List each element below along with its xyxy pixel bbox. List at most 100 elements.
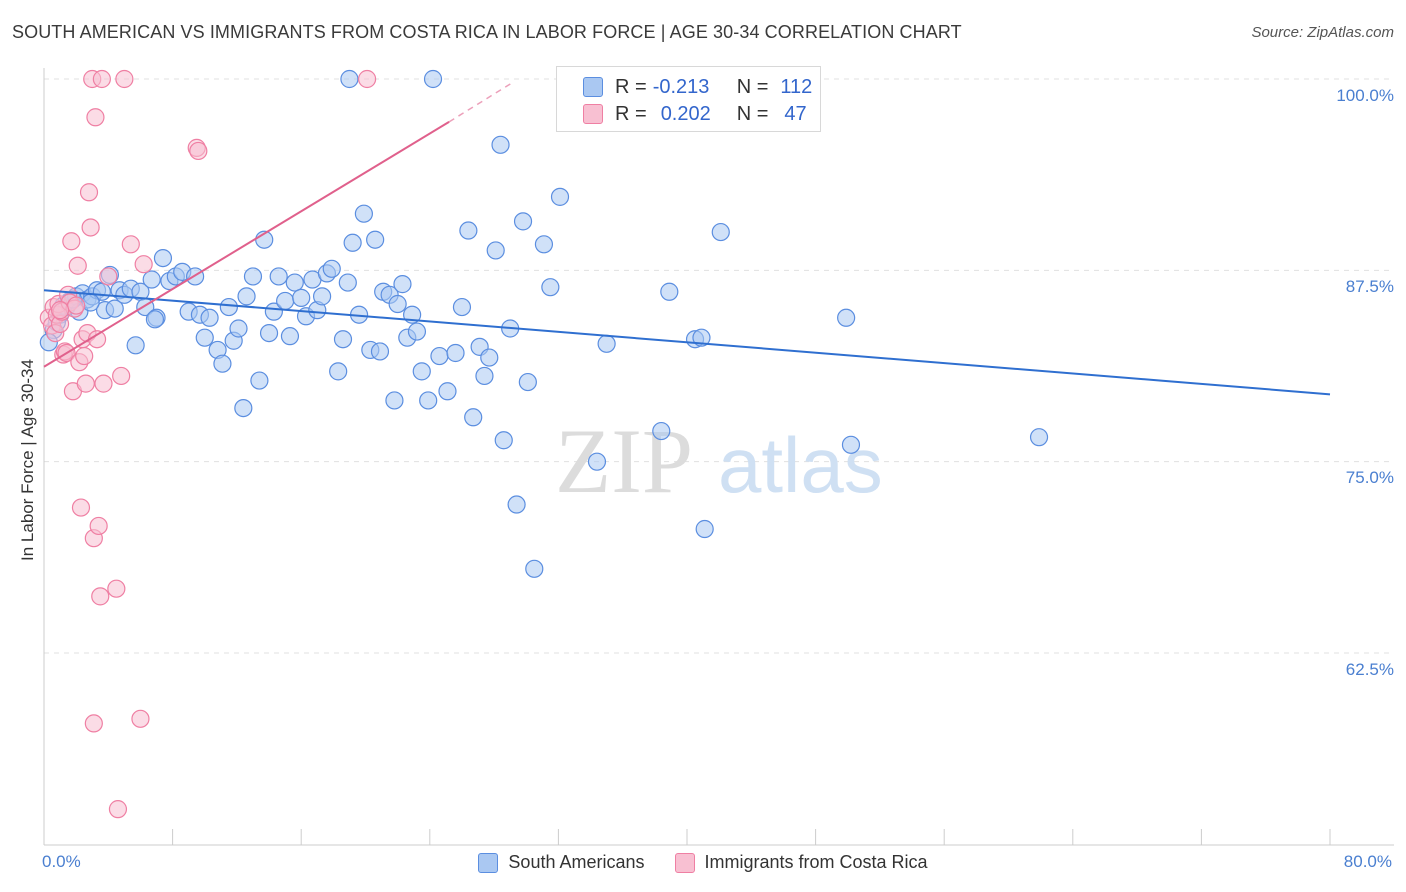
costa-rica-point bbox=[91, 587, 110, 606]
south-americans-point bbox=[142, 270, 161, 289]
south-americans-point bbox=[692, 328, 711, 347]
legend-swatch-pink bbox=[583, 104, 603, 124]
south-americans-point bbox=[711, 222, 730, 242]
legend-item-costa-rica[interactable]: Immigrants from Costa Rica bbox=[674, 852, 928, 873]
watermark: ZIP atlas bbox=[555, 410, 883, 512]
costa-rica-point bbox=[131, 709, 150, 728]
axes bbox=[43, 68, 1394, 846]
legend-item-south-americans[interactable]: South Americans bbox=[478, 852, 645, 873]
watermark-atlas: atlas bbox=[718, 421, 883, 509]
legend-row-costa-rica: R = 0.202 N = 47 bbox=[583, 101, 807, 127]
south-americans-point bbox=[264, 302, 283, 321]
south-americans-point bbox=[338, 273, 357, 292]
south-americans-point bbox=[213, 354, 232, 373]
south-americans-point bbox=[412, 362, 431, 381]
south-americans-point bbox=[153, 248, 173, 268]
costa-rica-point bbox=[86, 108, 105, 127]
south-americans-point bbox=[145, 310, 165, 329]
south-americans-point bbox=[243, 267, 263, 286]
south-americans-point bbox=[229, 319, 248, 338]
south-americans-point bbox=[597, 334, 616, 353]
costa-rica-point bbox=[94, 374, 113, 393]
costa-rica-point bbox=[107, 579, 126, 598]
south-americans-point bbox=[518, 372, 537, 392]
south-americans-point bbox=[343, 233, 362, 252]
south-americans-point bbox=[340, 69, 359, 89]
costa-rica-point bbox=[121, 235, 140, 254]
south-americans-point bbox=[459, 221, 478, 240]
costa-rica-point bbox=[81, 218, 100, 237]
south-americans-point bbox=[276, 291, 295, 311]
costa-rica-point bbox=[89, 516, 108, 536]
south-americans-point bbox=[388, 294, 407, 314]
costa-rica-point bbox=[189, 141, 208, 161]
south-americans-point bbox=[695, 519, 714, 539]
south-americans-point bbox=[550, 187, 570, 206]
legend-n-value: 47 bbox=[784, 102, 807, 125]
costa-rica-point bbox=[79, 183, 99, 202]
legend-r-label: R = bbox=[615, 102, 647, 125]
south-americans-point bbox=[200, 308, 219, 327]
south-americans-point bbox=[541, 278, 560, 297]
south-americans-point bbox=[464, 408, 483, 427]
legend-row-south-americans: R = -0.213 N = 112 bbox=[583, 74, 812, 100]
south-americans-point bbox=[419, 391, 438, 410]
south-americans-point bbox=[234, 398, 253, 418]
costa-rica-point bbox=[75, 346, 94, 366]
south-americans-point bbox=[525, 559, 544, 578]
south-americans-point bbox=[507, 495, 526, 514]
costa-rica-point bbox=[115, 69, 134, 89]
costa-rica-point bbox=[99, 267, 118, 286]
south-americans-point bbox=[438, 382, 457, 401]
legend-label-costa-rica: Immigrants from Costa Rica bbox=[704, 852, 928, 872]
south-americans-point bbox=[587, 452, 607, 471]
south-americans-point bbox=[491, 135, 510, 154]
costa-rica-point bbox=[134, 255, 153, 274]
costa-rica-point bbox=[68, 256, 87, 275]
y-tick-label-75: 75.0% bbox=[1345, 468, 1394, 487]
legend-n-value: 112 bbox=[780, 75, 813, 98]
costa-rica-point bbox=[84, 714, 103, 733]
costa-rica-trend-extension bbox=[448, 81, 514, 123]
legend-swatch-blue bbox=[583, 77, 603, 97]
south-americans-points bbox=[39, 69, 1049, 578]
south-americans-point bbox=[280, 327, 300, 346]
south-americans-point bbox=[219, 297, 238, 317]
costa-rica-point bbox=[50, 301, 70, 320]
legend-r-value: -0.213 bbox=[652, 75, 710, 98]
south-americans-point bbox=[841, 435, 861, 454]
south-americans-point bbox=[322, 259, 341, 278]
x-tick-label-min: 0.0% bbox=[42, 852, 81, 871]
south-americans-point bbox=[837, 308, 856, 327]
costa-rica-point bbox=[358, 69, 377, 89]
legend-swatch-blue bbox=[478, 852, 499, 873]
correlation-legend: R = -0.213 N = 112 R = 0.202 N = 47 bbox=[556, 66, 821, 132]
costa-rica-trend-line bbox=[43, 121, 450, 368]
legend-label-south-americans: South Americans bbox=[508, 852, 645, 872]
south-americans-point bbox=[385, 391, 404, 410]
legend-n-label: N = bbox=[736, 75, 769, 98]
x-tick-label-max: 80.0% bbox=[1343, 852, 1392, 871]
south-americans-point bbox=[370, 342, 390, 361]
south-americans-point bbox=[446, 343, 465, 363]
y-axis-label: In Labor Force | Age 30-34 bbox=[18, 359, 37, 561]
south-americans-point bbox=[407, 322, 427, 341]
trend-lines bbox=[43, 81, 1331, 396]
costa-rica-point bbox=[76, 374, 95, 393]
south-americans-point bbox=[480, 348, 499, 367]
y-tick-label-87-5: 87.5% bbox=[1345, 277, 1394, 296]
legend-r-label: R = bbox=[615, 75, 647, 98]
south-americans-point bbox=[423, 69, 443, 89]
costa-rica-point bbox=[92, 69, 111, 89]
south-americans-point bbox=[269, 267, 288, 286]
south-americans-point bbox=[105, 299, 124, 318]
south-americans-point bbox=[250, 371, 269, 390]
south-americans-point bbox=[393, 275, 412, 294]
south-americans-point bbox=[333, 330, 353, 349]
costa-rica-points bbox=[39, 69, 377, 819]
chart-title: SOUTH AMERICAN VS IMMIGRANTS FROM COSTA … bbox=[12, 22, 962, 42]
south-americans-point bbox=[195, 328, 214, 347]
south-americans-point bbox=[354, 204, 373, 223]
costa-rica-point bbox=[112, 366, 131, 386]
